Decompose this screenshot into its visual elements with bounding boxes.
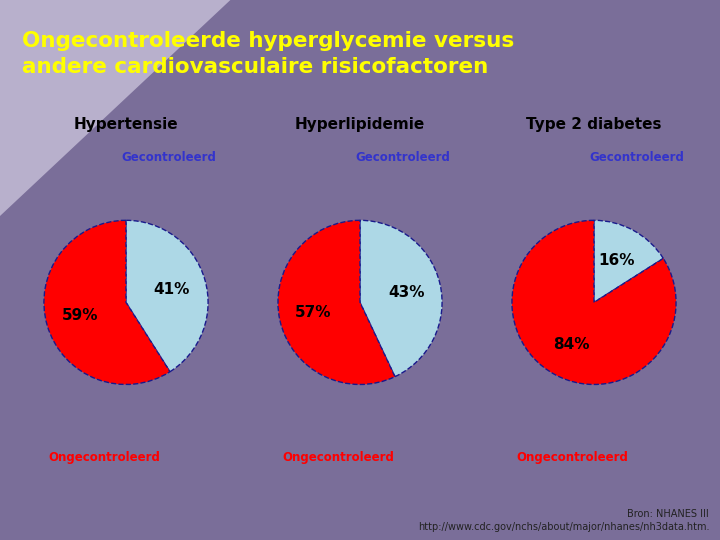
Text: 43%: 43% [388,285,425,300]
Text: Gecontroleerd: Gecontroleerd [590,151,685,164]
Text: Ongecontroleerde hyperglycemie versus
andere cardiovasculaire risicofactoren: Ongecontroleerde hyperglycemie versus an… [22,31,514,77]
Text: Bron: NHANES III
http://www.cdc.gov/nchs/about/major/nhanes/nh3data.htm.: Bron: NHANES III http://www.cdc.gov/nchs… [418,509,709,532]
Text: 16%: 16% [599,253,635,268]
Text: Type 2 diabetes: Type 2 diabetes [526,117,662,132]
Text: Ongecontroleerd: Ongecontroleerd [282,451,395,464]
Wedge shape [278,220,395,384]
Text: Gecontroleerd: Gecontroleerd [122,151,217,164]
Text: Gecontroleerd: Gecontroleerd [356,151,451,164]
Text: Hypertensie: Hypertensie [73,117,179,132]
Text: 57%: 57% [295,305,332,320]
Wedge shape [512,220,676,384]
Text: 84%: 84% [553,336,589,352]
Text: Ongecontroleerd: Ongecontroleerd [516,451,629,464]
Wedge shape [44,220,170,384]
Text: 59%: 59% [62,308,99,323]
Text: 41%: 41% [153,282,190,296]
Wedge shape [594,220,663,302]
Text: Ongecontroleerd: Ongecontroleerd [48,451,161,464]
Text: Hyperlipidemie: Hyperlipidemie [295,117,425,132]
Wedge shape [126,220,208,372]
Wedge shape [360,220,442,377]
